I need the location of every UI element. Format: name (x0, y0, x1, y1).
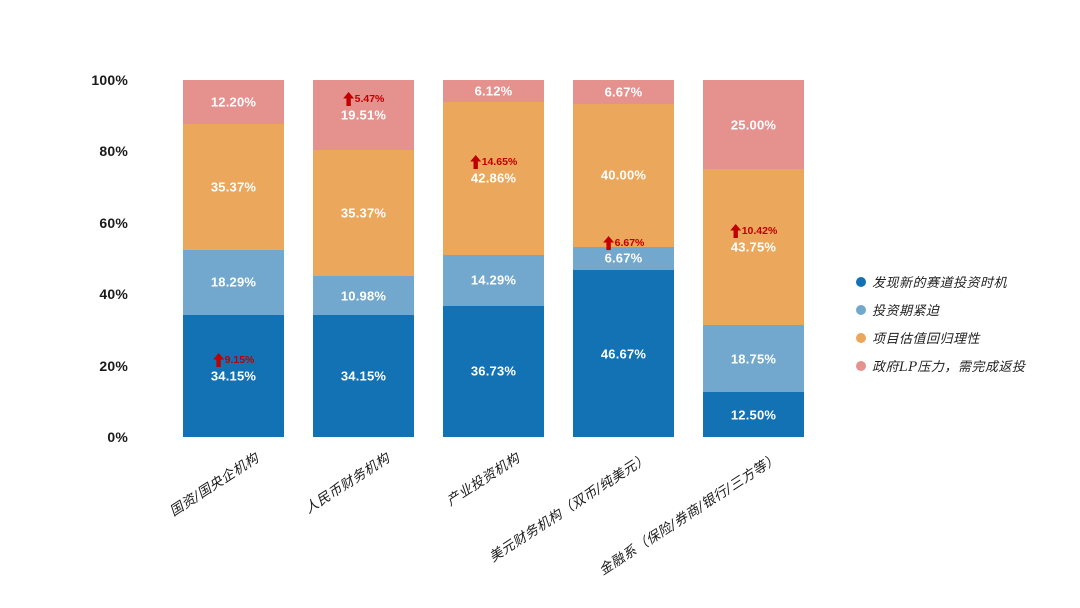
legend-label: 发现新的赛道投资时机 (872, 276, 1008, 291)
y-tick-label: 20% (99, 357, 128, 374)
segment-value-label: 10.98% (340, 288, 387, 303)
bar-segment: 34.15% (313, 315, 414, 437)
bar-segment: 12.20% (183, 79, 284, 124)
segment-value-label: 14.29% (470, 272, 517, 288)
increase-value: 5.47% (354, 92, 385, 105)
legend-marker (856, 332, 866, 343)
up-arrow-icon (602, 235, 614, 250)
bar-segment: 40.00% (573, 103, 674, 247)
bar-segment: 6.12% (443, 80, 544, 102)
increase-value: 6.67% (614, 236, 645, 249)
bar-segment: 19.51% 5.47% (313, 79, 414, 150)
bar-segment: 12.50% (703, 392, 804, 437)
y-tick-label: 40% (99, 286, 128, 303)
segment-value-label: 46.67% (600, 346, 647, 362)
segment-value-label: 19.51% (340, 107, 387, 123)
category-label: 国资/国央企机构 (167, 450, 263, 520)
bar-segment: 25.00% (703, 80, 804, 170)
y-tick-label: 100% (91, 72, 128, 88)
y-tick-label: 60% (99, 214, 128, 231)
bar-segment: 43.75% 10.42% (703, 169, 804, 326)
bar-segment: 18.29% (183, 249, 284, 316)
legend-label: 项目估值回归理性 (872, 332, 981, 347)
bar-segment: 35.37% (313, 149, 414, 276)
bar-segment: 46.67% (573, 270, 674, 437)
category-label: 金融系（保险/券商/银行/三方等） (596, 450, 783, 579)
segment-value-label: 35.37% (210, 179, 257, 195)
segment-value-label: 43.75% (730, 239, 777, 255)
stacked-bar: 36.73% 14.29% 42.86% 14.65% 6.12% (443, 80, 544, 437)
bar-segment: 35.37% (183, 123, 284, 250)
category-label: 产业投资机构 (443, 450, 523, 510)
legend-label: 政府LP压力，需完成返投 (872, 360, 1026, 375)
bar-segment: 18.75% (703, 325, 804, 393)
category-label: 人民币财务机构 (301, 450, 393, 518)
bar-segment: 10.98% (313, 275, 414, 316)
increase-value: 9.15% (224, 354, 255, 367)
bar-segment: 34.15% 9.15% (183, 315, 284, 437)
up-arrow-icon (212, 353, 224, 368)
legend-marker (856, 360, 866, 371)
bar-segment: 42.86% 14.65% (443, 101, 544, 255)
legend-item: 投资期紧迫 (856, 300, 1025, 319)
stacked-bar: 34.15% 9.15% 18.29% 35.37% 12.20% (183, 79, 284, 437)
segment-value-label: 25.00% (730, 117, 777, 133)
segment-value-label: 35.37% (340, 205, 387, 221)
segment-value-label: 18.75% (730, 351, 777, 367)
category-label: 美元财务机构（双币/纯美元） (486, 450, 653, 566)
increase-value: 10.42% (741, 225, 778, 238)
segment-value-label: 12.50% (730, 407, 777, 423)
increase-annotation: 9.15% (212, 353, 255, 368)
segment-value-label: 12.20% (210, 94, 257, 110)
legend-item: 发现新的赛道投资时机 (856, 272, 1025, 291)
plot-area: 34.15% 9.15% 18.29% 35.37% 12.20% 34.15% 10.98… (0, 79, 1080, 437)
segment-value-label: 40.00% (600, 167, 647, 183)
increase-annotation: 5.47% (342, 91, 385, 106)
legend-marker (856, 304, 866, 315)
bar-segment: 6.67% 6.67% (573, 235, 674, 271)
increase-annotation: 14.65% (469, 155, 518, 170)
up-arrow-icon (469, 155, 481, 170)
up-arrow-icon (729, 224, 741, 239)
increase-annotation: 6.67% (602, 235, 645, 250)
up-arrow-icon (342, 91, 354, 106)
legend: 发现新的赛道投资时机 投资期紧迫项目估值回归理性政府LP压力，需完成返投 (856, 272, 1025, 375)
legend-item: 政府LP压力，需完成返投 (856, 356, 1025, 375)
legend-marker (856, 276, 866, 287)
legend-item: 项目估值回归理性 (856, 328, 1025, 347)
segment-value-label: 6.67% (604, 250, 643, 266)
segment-value-label: 34.15% (210, 368, 257, 384)
y-tick-label: 0% (107, 429, 128, 445)
segment-value-label: 18.29% (210, 274, 257, 290)
bar-segment: 6.67% (573, 79, 674, 104)
bar-segment: 14.29% (443, 254, 544, 306)
segment-value-label: 6.67% (604, 84, 643, 100)
stacked-bar: 12.50% 18.75% 43.75% 10.42% 25.00% (703, 80, 804, 437)
increase-annotation: 10.42% (729, 224, 778, 239)
legend-label: 投资期紧迫 (872, 304, 940, 319)
segment-value-label: 42.86% (470, 170, 517, 186)
y-tick-label: 80% (99, 143, 128, 160)
stacked-bar: 34.15% 10.98% 35.37% 19.51% 5.47% (313, 79, 414, 437)
increase-value: 14.65% (481, 156, 518, 169)
segment-value-label: 36.73% (470, 363, 517, 379)
stacked-bar: 46.67% 6.67% 6.67% 40.00% 6.67% (573, 79, 674, 437)
segment-value-label: 34.15% (340, 368, 387, 384)
y-axis: 0% 20% 40% 60% 80% 100% (40, 72, 128, 445)
bar-segment: 36.73% (443, 305, 544, 437)
segment-value-label: 6.12% (474, 83, 513, 99)
